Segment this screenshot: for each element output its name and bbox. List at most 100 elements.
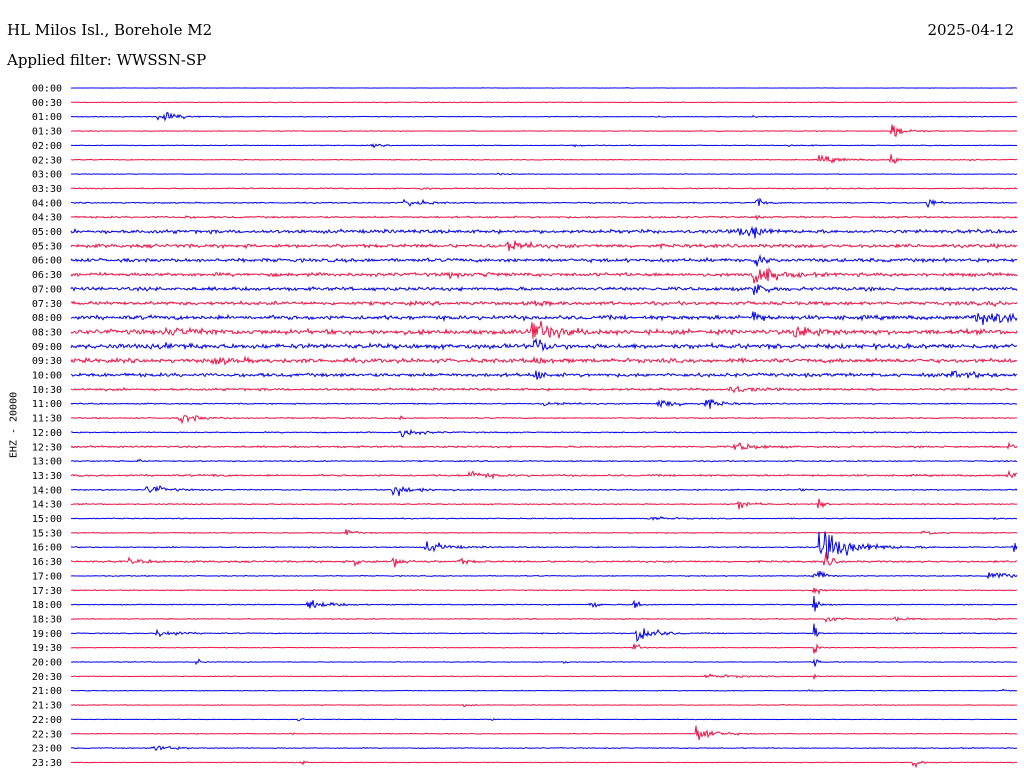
time-tick-label: 18:30 (32, 614, 62, 625)
trace-line-2330 (70, 759, 1018, 769)
trace-line-1830 (70, 616, 1018, 623)
trace-line-2030 (70, 673, 1018, 681)
time-tick-label: 13:30 (32, 471, 62, 482)
trace-line-0800 (70, 311, 1018, 326)
time-tick-label: 19:30 (32, 643, 62, 654)
trace-line-0930 (70, 355, 1018, 366)
channel-axis-label: EHZ - 20000 (8, 391, 20, 459)
trace-line-0700 (70, 284, 1018, 296)
trace-line-1030 (70, 385, 1018, 394)
trace-line-0630 (70, 266, 1018, 284)
time-tick-label: 02:00 (32, 141, 62, 152)
time-tick-label: 16:00 (32, 543, 62, 554)
trace-line-0530 (70, 240, 1018, 252)
time-tick-label: 08:00 (32, 313, 62, 324)
time-tick-label: 18:00 (32, 600, 62, 611)
time-tick-label: 14:30 (32, 500, 62, 511)
time-tick-label: 05:00 (32, 227, 62, 238)
time-tick-label: 03:00 (32, 170, 62, 181)
trace-line-1000 (70, 370, 1018, 380)
trace-line-1900 (70, 623, 1018, 642)
trace-line-0200 (70, 143, 1018, 149)
time-tick-label: 04:00 (32, 198, 62, 209)
time-tick-label: 01:00 (32, 112, 62, 123)
time-tick-label: 07:00 (32, 284, 62, 295)
time-tick-label: 23:30 (32, 758, 62, 769)
trace-line-1700 (70, 570, 1018, 580)
time-tick-label: 16:30 (32, 557, 62, 568)
trace-line-1430 (70, 498, 1018, 510)
station-title: HL Milos Isl., Borehole M2 (7, 21, 213, 39)
trace-line-1730 (70, 587, 1018, 595)
filter-label: Applied filter: WWSSN-SP (7, 51, 207, 69)
time-tick-label: 14:00 (32, 485, 62, 496)
time-tick-label: 19:00 (32, 629, 62, 640)
trace-line-1100 (70, 398, 1018, 409)
time-tick-label: 04:30 (32, 213, 62, 224)
time-tick-label: 12:30 (32, 442, 62, 453)
trace-line-1200 (70, 428, 1018, 438)
time-tick-label: 20:30 (32, 672, 62, 683)
time-tick-label: 01:30 (32, 127, 62, 138)
trace-line-0230 (70, 154, 1018, 164)
trace-line-1600 (70, 531, 1018, 562)
time-tick-label: 17:00 (32, 571, 62, 582)
time-tick-label: 15:00 (32, 514, 62, 525)
time-tick-label: 11:30 (32, 414, 62, 425)
time-tick-label: 05:30 (32, 241, 62, 252)
trace-line-0730 (70, 299, 1018, 308)
time-tick-label: 06:30 (32, 270, 62, 281)
trace-line-0330 (70, 187, 1018, 191)
trace-line-2130 (70, 703, 1018, 708)
time-tick-label: 06:00 (32, 256, 62, 267)
record-date: 2025-04-12 (927, 21, 1014, 39)
trace-line-1800 (70, 595, 1018, 612)
trace-line-0300 (70, 172, 1018, 176)
trace-line-1400 (70, 485, 1018, 497)
time-tick-label: 13:00 (32, 457, 62, 468)
time-tick-label: 17:30 (32, 586, 62, 597)
trace-line-0900 (70, 337, 1018, 352)
time-tick-label: 02:30 (32, 155, 62, 166)
time-tick-label: 23:00 (32, 744, 62, 755)
time-tick-label: 20:00 (32, 658, 62, 669)
time-tick-label: 10:00 (32, 371, 62, 382)
time-tick-label: 22:30 (32, 729, 62, 740)
trace-line-0430 (70, 214, 1018, 221)
trace-line-2200 (70, 717, 1018, 722)
trace-line-2000 (70, 658, 1018, 667)
time-tick-label: 07:30 (32, 299, 62, 310)
time-tick-label: 15:30 (32, 528, 62, 539)
time-tick-label: 21:00 (32, 686, 62, 697)
trace-line-1500 (70, 515, 1018, 521)
time-tick-label: 09:30 (32, 356, 62, 367)
time-tick-label: 11:00 (32, 399, 62, 410)
time-tick-label: 00:00 (32, 84, 62, 95)
time-tick-label: 21:30 (32, 701, 62, 712)
trace-line-0400 (70, 197, 1018, 209)
time-tick-label: 08:30 (32, 327, 62, 338)
trace-line-1530 (70, 529, 1018, 536)
time-tick-label: 00:30 (32, 98, 62, 109)
trace-line-1630 (70, 552, 1018, 568)
trace-line-0830 (70, 320, 1018, 339)
trace-line-1930 (70, 643, 1018, 654)
trace-line-0030 (70, 101, 1018, 104)
trace-line-1230 (70, 441, 1018, 451)
trace-line-1330 (70, 469, 1018, 480)
trace-line-2230 (70, 725, 1018, 741)
time-tick-label: 12:00 (32, 428, 62, 439)
time-tick-label: 09:00 (32, 342, 62, 353)
trace-line-1300 (70, 458, 1018, 463)
trace-line-0600 (70, 254, 1018, 267)
trace-line-1130 (70, 415, 1018, 425)
time-tick-label: 10:30 (32, 385, 62, 396)
trace-line-0000 (70, 86, 1018, 89)
trace-line-0100 (70, 111, 1018, 122)
trace-line-2300 (70, 745, 1018, 752)
time-tick-label: 22:00 (32, 715, 62, 726)
trace-line-0130 (70, 124, 1018, 138)
trace-line-2100 (70, 688, 1018, 692)
time-tick-label: 03:30 (32, 184, 62, 195)
